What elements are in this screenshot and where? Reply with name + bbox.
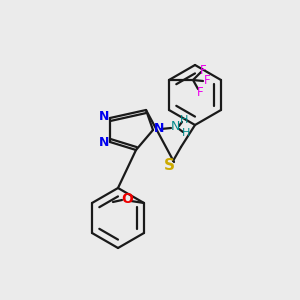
Text: N: N [170, 121, 180, 134]
Text: H: H [180, 115, 188, 125]
Text: N: N [99, 110, 109, 124]
Text: F: F [200, 64, 206, 76]
Text: N: N [154, 122, 164, 136]
Text: H: H [182, 128, 190, 138]
Text: F: F [204, 74, 210, 88]
Text: S: S [164, 158, 175, 172]
Text: F: F [197, 85, 203, 98]
Text: O: O [121, 192, 133, 206]
Text: N: N [99, 136, 109, 149]
